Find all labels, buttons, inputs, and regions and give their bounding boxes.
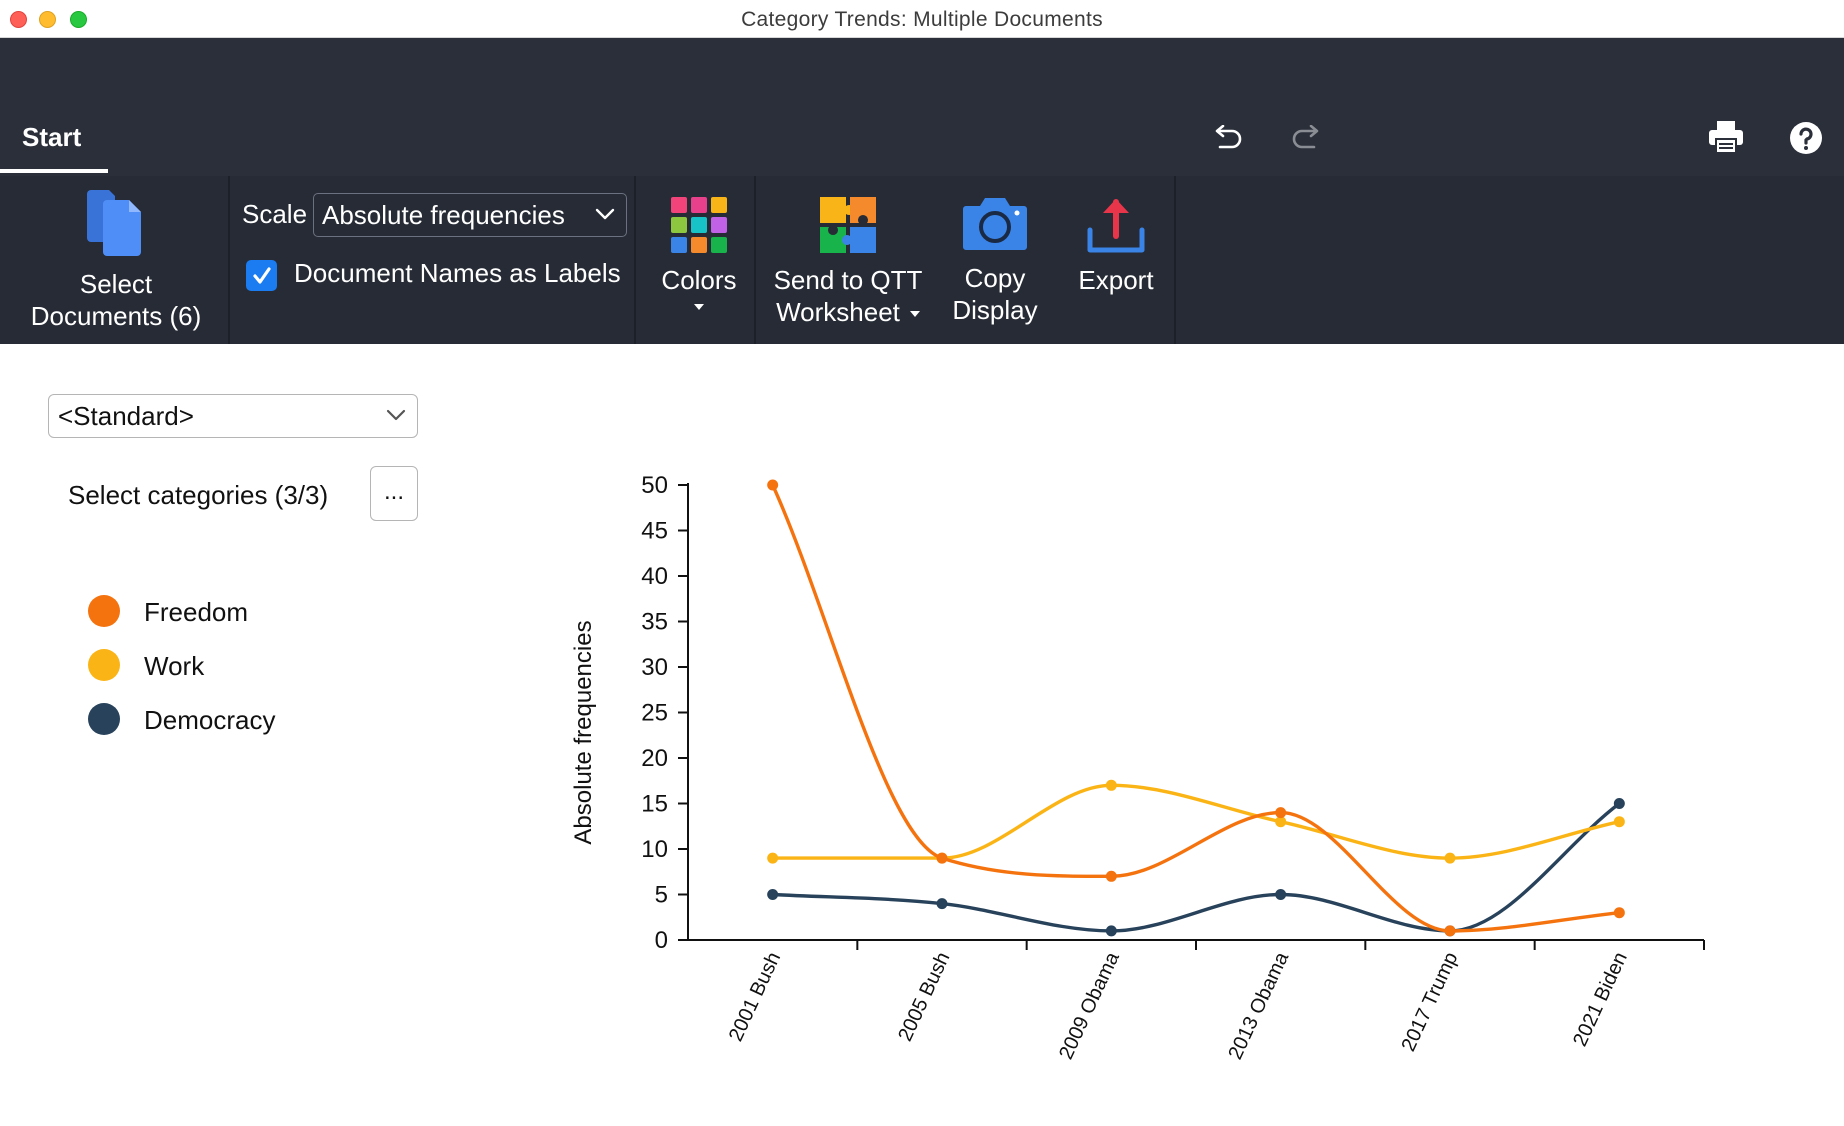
- checkmark-icon: [252, 266, 271, 284]
- data-point: [936, 898, 948, 910]
- x-tick-label: 2017 Trump: [1397, 949, 1462, 1055]
- data-point: [1275, 816, 1287, 828]
- document-names-checkbox[interactable]: [246, 260, 277, 291]
- legend-label: Freedom: [144, 597, 249, 627]
- ribbon-separator: [754, 176, 756, 344]
- documents-icon: [87, 190, 141, 256]
- send-qtt-label-2: Worksheet: [776, 297, 900, 327]
- copy-display-label-2: Display: [952, 295, 1038, 325]
- data-point: [1444, 925, 1456, 937]
- export-button[interactable]: Export: [1064, 196, 1168, 296]
- redo-button[interactable]: [1284, 118, 1330, 158]
- data-point: [767, 479, 779, 491]
- select-documents-label-1: Select: [79, 269, 153, 299]
- y-tick-label: 45: [641, 518, 668, 545]
- y-tick-label: 25: [641, 700, 668, 727]
- window-title: Category Trends: Multiple Documents: [741, 8, 1103, 31]
- data-point: [1105, 870, 1117, 882]
- line-chart: 0 5 10 15 20 25 30 35 40 45 50 2001 Bush 2005 Bush 20…: [540, 440, 1760, 1100]
- help-icon: [1790, 122, 1822, 154]
- colors-dropdown-caret: [694, 304, 704, 310]
- y-tick-label: 30: [641, 654, 668, 681]
- y-tick-label: 35: [641, 609, 668, 636]
- x-tick-label: 2013 Obama: [1224, 948, 1293, 1063]
- send-qtt-label-1: Send to QTT: [773, 265, 923, 295]
- legend-color-swatch: [88, 649, 120, 681]
- data-point: [1275, 889, 1287, 900]
- ribbon-separator: [228, 176, 230, 344]
- send-qtt-dropdown-caret: [909, 311, 920, 318]
- select-categories-label: Select categories (3/3): [68, 480, 329, 510]
- select-documents-button[interactable]: Select Documents (6): [14, 190, 218, 332]
- select-categories-button[interactable]: ...: [370, 466, 418, 521]
- y-tick-label: 50: [641, 472, 668, 499]
- data-point: [767, 889, 779, 900]
- data-point: [1613, 907, 1625, 919]
- copy-display-button[interactable]: Copy Display: [940, 196, 1050, 326]
- x-tick-label: 2009 Obama: [1055, 948, 1124, 1063]
- data-point: [936, 852, 948, 864]
- undo-icon: [1215, 125, 1242, 149]
- data-point: [1275, 807, 1287, 819]
- x-tick-label: 2001 Bush: [725, 949, 785, 1045]
- y-tick-label: 0: [655, 927, 668, 954]
- x-tick-label: 2021 Biden: [1569, 949, 1632, 1050]
- legend-color-swatch: [88, 703, 120, 735]
- undo-button[interactable]: [1204, 118, 1250, 158]
- series-line-freedom: [771, 484, 1620, 933]
- maximize-window-button[interactable]: [70, 11, 87, 28]
- printer-icon: [1709, 121, 1743, 154]
- tab-start-indicator: [0, 169, 108, 173]
- chart-canvas: 0 5 10 15 20 25 30 35 40 45 50 2001 Bush 2005 Bush 20…: [570, 472, 1705, 1063]
- color-grid-icon: [671, 197, 727, 253]
- send-to-qtt-worksheet-button[interactable]: Send to QTT Worksheet: [762, 196, 934, 328]
- legend-color-swatch: [88, 595, 120, 627]
- legend-label: Democracy: [144, 705, 276, 735]
- camera-icon: [963, 198, 1027, 250]
- close-window-button[interactable]: [10, 11, 27, 28]
- y-tick-label: 10: [641, 836, 668, 863]
- puzzle-icon: [820, 197, 876, 253]
- title-bar: Category Trends: Multiple Documents: [0, 0, 1844, 38]
- ribbon-toolbar: [0, 176, 1844, 344]
- series-line-work: [772, 783, 1620, 860]
- y-tick-label: 20: [641, 745, 668, 772]
- data-point: [1613, 816, 1625, 828]
- x-tick-label: 2005 Bush: [894, 949, 954, 1045]
- preset-select[interactable]: <Standard>: [48, 394, 418, 438]
- scale-label: Scale: [242, 199, 308, 229]
- export-label: Export: [1078, 265, 1154, 295]
- copy-display-label-1: Copy: [964, 263, 1026, 293]
- scale-select-value: Absolute frequencies: [322, 200, 565, 230]
- data-point: [1444, 852, 1456, 864]
- y-tick-label: 40: [641, 563, 668, 590]
- y-axis-label: Absolute frequencies: [570, 620, 597, 844]
- minimize-window-button[interactable]: [39, 11, 56, 28]
- colors-button[interactable]: Colors: [640, 196, 758, 310]
- help-button[interactable]: [1784, 116, 1828, 160]
- data-point: [1105, 779, 1117, 791]
- tab-start[interactable]: Start: [22, 122, 82, 152]
- print-button[interactable]: [1702, 114, 1750, 160]
- ribbon-separator: [1174, 176, 1176, 344]
- export-icon: [1087, 199, 1145, 253]
- chevron-down-icon: [386, 409, 406, 421]
- preset-select-value: <Standard>: [58, 401, 194, 431]
- select-documents-label-2: Documents (6): [30, 301, 202, 331]
- y-tick-label: 15: [641, 791, 668, 818]
- legend-label: Work: [144, 651, 205, 681]
- document-names-label: Document Names as Labels: [294, 258, 621, 288]
- redo-icon: [1292, 125, 1319, 149]
- colors-label: Colors: [661, 265, 737, 295]
- y-tick-label: 5: [655, 882, 668, 909]
- series-line-democracy: [772, 802, 1621, 933]
- chevron-down-icon: [595, 208, 615, 220]
- ribbon-separator: [634, 176, 636, 344]
- data-point: [1105, 925, 1117, 937]
- data-point: [1613, 798, 1625, 809]
- scale-select[interactable]: Absolute frequencies: [313, 193, 627, 237]
- ribbon: Start: [0, 38, 1844, 344]
- data-point: [767, 852, 779, 864]
